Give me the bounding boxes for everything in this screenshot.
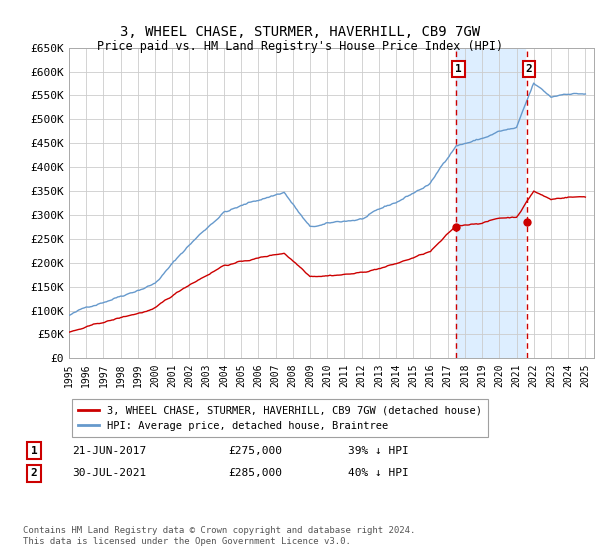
Text: Contains HM Land Registry data © Crown copyright and database right 2024.
This d: Contains HM Land Registry data © Crown c… — [23, 526, 415, 546]
Text: Price paid vs. HM Land Registry's House Price Index (HPI): Price paid vs. HM Land Registry's House … — [97, 40, 503, 53]
Text: 2: 2 — [526, 64, 532, 74]
Text: 1: 1 — [31, 446, 38, 456]
Legend: 3, WHEEL CHASE, STURMER, HAVERHILL, CB9 7GW (detached house), HPI: Average price: 3, WHEEL CHASE, STURMER, HAVERHILL, CB9 … — [71, 399, 488, 437]
Text: 30-JUL-2021: 30-JUL-2021 — [72, 468, 146, 478]
Text: 40% ↓ HPI: 40% ↓ HPI — [348, 468, 409, 478]
Text: £275,000: £275,000 — [228, 446, 282, 456]
Text: £285,000: £285,000 — [228, 468, 282, 478]
Text: 21-JUN-2017: 21-JUN-2017 — [72, 446, 146, 456]
Text: 2: 2 — [31, 468, 38, 478]
Text: 39% ↓ HPI: 39% ↓ HPI — [348, 446, 409, 456]
Text: 3, WHEEL CHASE, STURMER, HAVERHILL, CB9 7GW: 3, WHEEL CHASE, STURMER, HAVERHILL, CB9 … — [120, 25, 480, 39]
Text: 1: 1 — [455, 64, 462, 74]
